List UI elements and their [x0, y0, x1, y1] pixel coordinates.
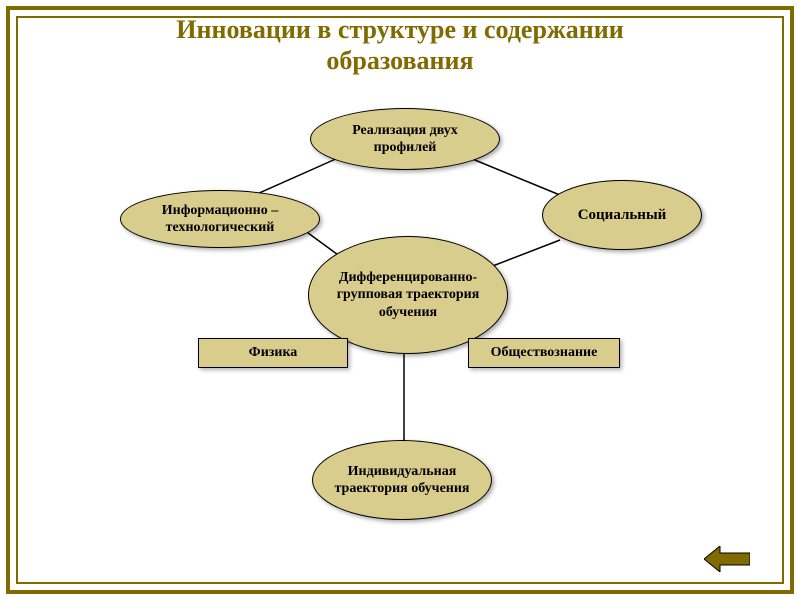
node-social: Социальный	[542, 180, 702, 250]
slide: Инновации в структуре и содержании образ…	[0, 0, 800, 600]
arrow-left-icon	[704, 546, 750, 572]
title-line-1: Инновации в структуре и содержании	[176, 15, 623, 44]
node-info-tech: Информационно – технологический	[120, 190, 320, 248]
node-individual-trajectory: Индивидуальная траектория обучения	[312, 440, 492, 520]
node-top-profiles: Реализация двух профилей	[310, 108, 500, 170]
node-physics: Физика	[198, 338, 348, 368]
title-line-2: образования	[326, 46, 473, 75]
node-label: Социальный	[578, 206, 667, 225]
node-differentiated-group: Дифференцированно-групповая траектория о…	[308, 236, 508, 354]
node-social-studies: Обществознание	[468, 338, 620, 368]
node-label: Индивидуальная траектория обучения	[327, 463, 477, 498]
node-label: Дифференцированно-групповая траектория о…	[323, 269, 493, 322]
node-label: Информационно – технологический	[135, 202, 305, 237]
node-label: Физика	[249, 345, 298, 362]
node-label: Реализация двух профилей	[325, 122, 485, 157]
slide-title: Инновации в структуре и содержании образ…	[0, 14, 800, 76]
node-label: Обществознание	[491, 345, 598, 362]
back-arrow-button[interactable]	[704, 546, 750, 572]
